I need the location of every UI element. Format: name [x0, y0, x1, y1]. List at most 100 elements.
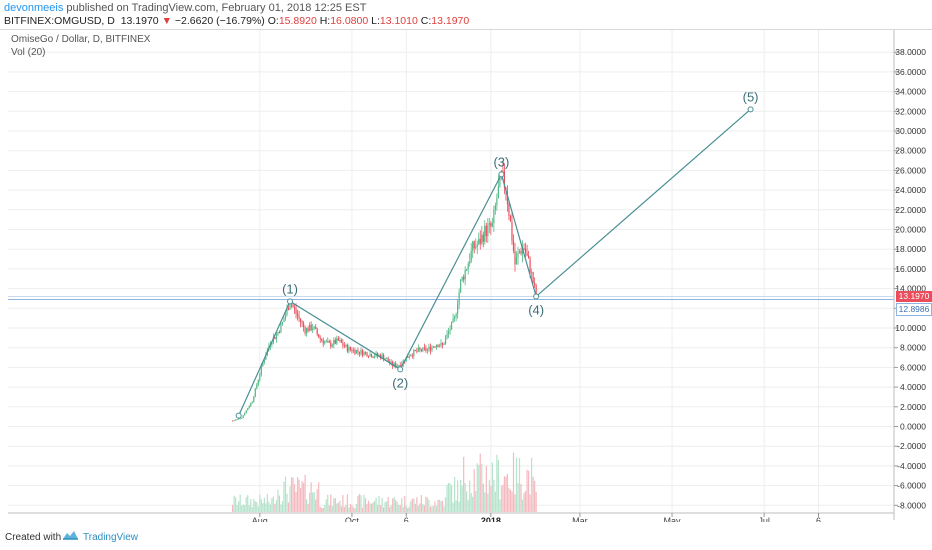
candle-body	[441, 343, 444, 345]
volume-bar	[233, 495, 235, 512]
volume-bar	[450, 485, 453, 512]
candle-body	[387, 358, 389, 362]
candle-body	[363, 351, 365, 356]
candle-body	[233, 420, 235, 422]
volume-bar	[404, 495, 406, 512]
volume-bar	[345, 504, 347, 512]
volume-bar	[257, 506, 259, 512]
volume-bar	[299, 487, 302, 512]
tradingview-brand[interactable]: TradingView	[83, 532, 139, 543]
volume-bar	[296, 477, 299, 512]
volume-bar	[301, 481, 303, 512]
volume-legend[interactable]: Vol (20)	[11, 47, 46, 58]
publish-header: devonmeeis published on TradingView.com,…	[0, 0, 932, 30]
volume-bar	[469, 480, 471, 512]
volume-bar	[263, 497, 265, 512]
author-link[interactable]: devonmeeis	[4, 2, 64, 14]
volume-bar	[502, 484, 504, 512]
candle-body	[236, 419, 238, 421]
candle-body	[444, 337, 447, 344]
symbol-legend[interactable]: OmiseGo / Dollar, D, BITFINEX	[11, 34, 151, 45]
volume-bar	[336, 503, 338, 512]
volume-bar	[487, 493, 489, 512]
volume-bar	[376, 504, 379, 512]
price-tick-label: 6.0000	[900, 362, 926, 372]
volume-bar	[241, 505, 243, 512]
volume-bar	[464, 483, 466, 512]
candle-body	[342, 342, 344, 346]
time-tick-label: Oct	[345, 516, 360, 526]
volume-bar	[440, 501, 442, 512]
volume-bar	[262, 503, 264, 512]
volume-bar	[478, 464, 480, 512]
volume-bar	[511, 491, 513, 512]
candle-body	[535, 285, 537, 297]
volume-bar	[333, 498, 335, 512]
candle-body	[410, 355, 412, 357]
candle-body	[463, 276, 465, 280]
candle-body	[348, 347, 350, 352]
volume-bar	[293, 484, 296, 512]
volume-bar	[452, 502, 454, 512]
candle-body	[257, 379, 259, 385]
volume-bar	[444, 497, 447, 512]
volume-bar	[463, 456, 465, 512]
candle-body	[497, 186, 499, 199]
volume-bar	[283, 481, 285, 512]
volume-bar	[380, 505, 382, 512]
footer: Created with TradingView	[0, 522, 932, 550]
candle-body	[339, 339, 341, 341]
candle-body	[372, 357, 374, 359]
candle-body	[470, 250, 472, 262]
volume-bar	[520, 484, 522, 512]
candle-body	[499, 174, 501, 187]
volume-bar	[327, 494, 329, 512]
volume-bar	[386, 501, 388, 512]
volume-bar	[395, 499, 397, 512]
volume-bar	[367, 500, 370, 512]
symbol-label[interactable]: BITFINEX:OMGUSD, D	[4, 15, 115, 27]
candle-body	[277, 331, 279, 335]
volume-bar	[245, 497, 247, 512]
volume-bar	[337, 502, 339, 512]
volume-bar	[284, 476, 287, 512]
volume-bar	[366, 503, 368, 512]
candle-body	[287, 308, 290, 310]
volume-bar	[295, 492, 297, 512]
volume-bar	[298, 479, 300, 512]
price-tick-label: 34.0000	[895, 87, 926, 97]
volume-bar	[438, 499, 441, 512]
candle-body	[303, 323, 305, 328]
volume-bar	[346, 494, 348, 512]
candle-body	[383, 354, 385, 359]
volume-bar	[324, 505, 326, 512]
candle-body	[340, 339, 342, 343]
candle-body	[286, 308, 288, 315]
price-tick-label: 4.0000	[900, 382, 926, 392]
candle-body	[330, 342, 332, 347]
volume-bar	[274, 503, 276, 512]
volume-bar	[515, 457, 518, 512]
volume-bar	[254, 501, 256, 512]
volume-bar	[370, 503, 373, 512]
symbol-ohlc-line: BITFINEX:OMGUSD, D 13.1970 ▼ −2.6620 (−1…	[4, 15, 469, 27]
candle-body	[242, 415, 244, 418]
candle-body	[369, 354, 371, 357]
candle-body	[389, 361, 391, 363]
volume-bar	[289, 486, 291, 512]
volume-bar	[481, 463, 483, 512]
close-label: C:	[420, 15, 432, 27]
volume-bar	[488, 479, 490, 512]
candle-body	[358, 351, 361, 354]
volume-bar	[399, 504, 401, 512]
volume-bar	[384, 501, 386, 512]
volume-bar	[342, 495, 344, 512]
volume-bar	[457, 480, 459, 512]
price-tick-label: 0.0000	[900, 422, 926, 432]
volume-bar	[405, 505, 407, 512]
volume-bar	[378, 495, 380, 512]
candle-body	[488, 222, 490, 226]
volume-bar	[330, 494, 332, 512]
candle-body	[529, 258, 531, 273]
